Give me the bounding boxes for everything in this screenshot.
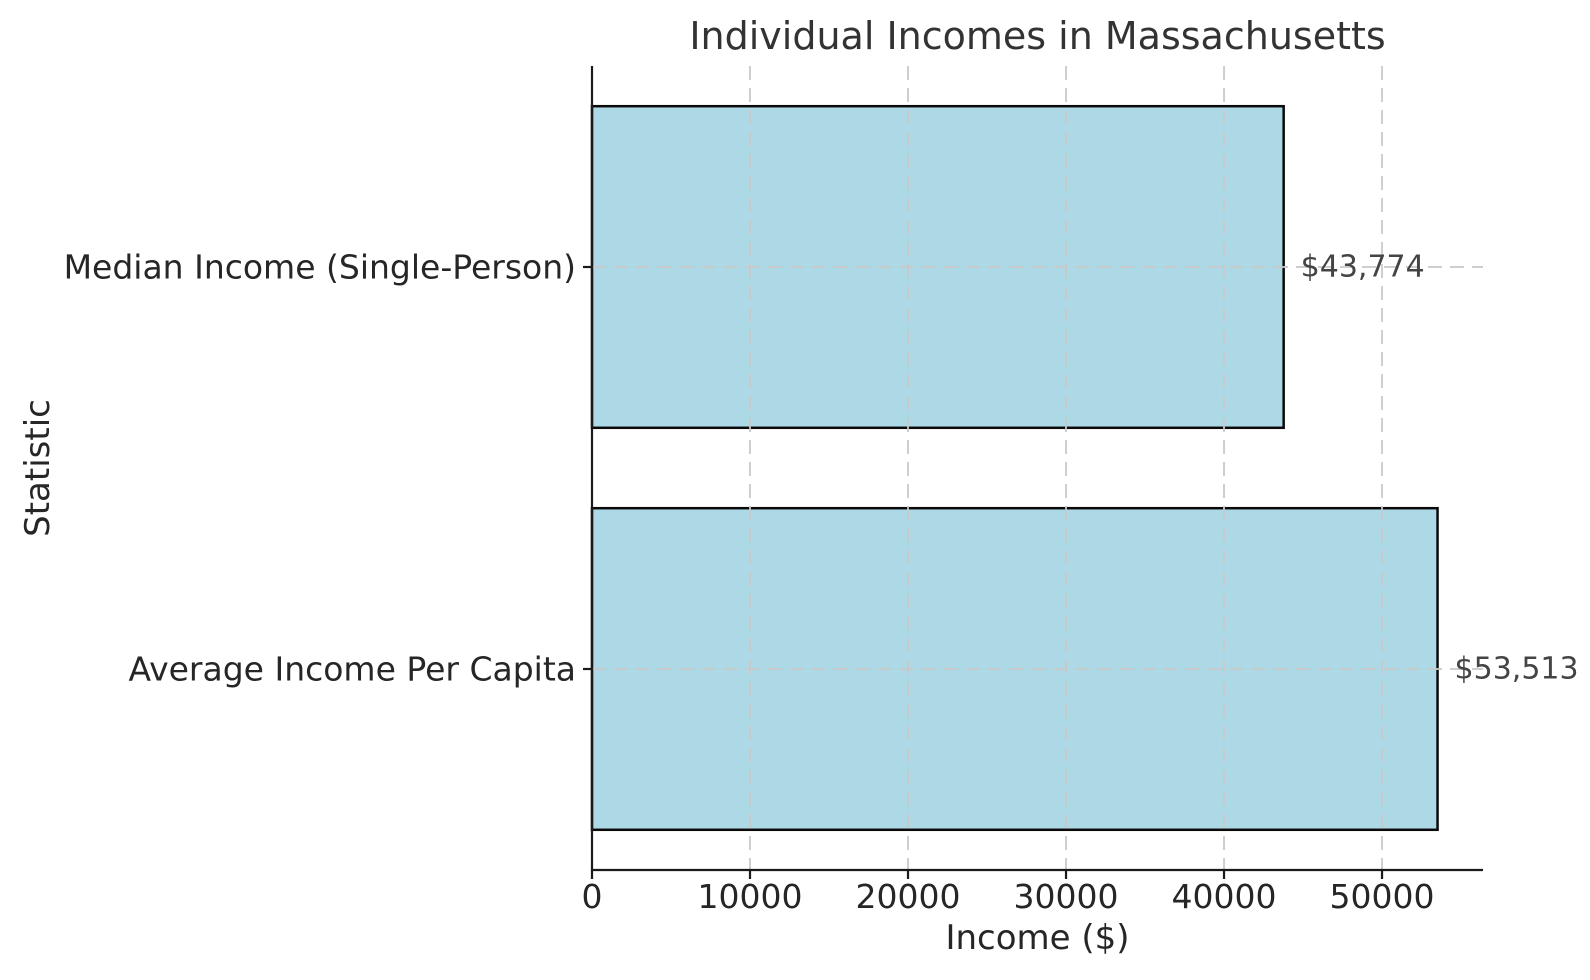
x-tick-label-20000: 20000 bbox=[856, 877, 961, 916]
x-tick-label-0: 0 bbox=[582, 877, 603, 916]
y-axis-label: Statistic bbox=[18, 399, 58, 537]
chart-title: Individual Incomes in Massachusetts bbox=[689, 14, 1386, 58]
x-tick-label-10000: 10000 bbox=[698, 877, 803, 916]
category-label-median-income-single-person: Median Income (Single-Person) bbox=[64, 248, 576, 287]
value-label-median-income-single-person: $43,774 bbox=[1301, 250, 1425, 285]
bar-median-income-single-person bbox=[590, 104, 1285, 430]
x-tick-label-30000: 30000 bbox=[1014, 877, 1119, 916]
x-tick-label-40000: 40000 bbox=[1172, 877, 1277, 916]
value-label-average-income-per-capita: $53,513 bbox=[1455, 652, 1579, 687]
x-axis-label: Income ($) bbox=[945, 918, 1130, 958]
category-label-average-income-per-capita: Average Income Per Capita bbox=[128, 650, 576, 689]
x-tick-label-50000: 50000 bbox=[1330, 877, 1435, 916]
